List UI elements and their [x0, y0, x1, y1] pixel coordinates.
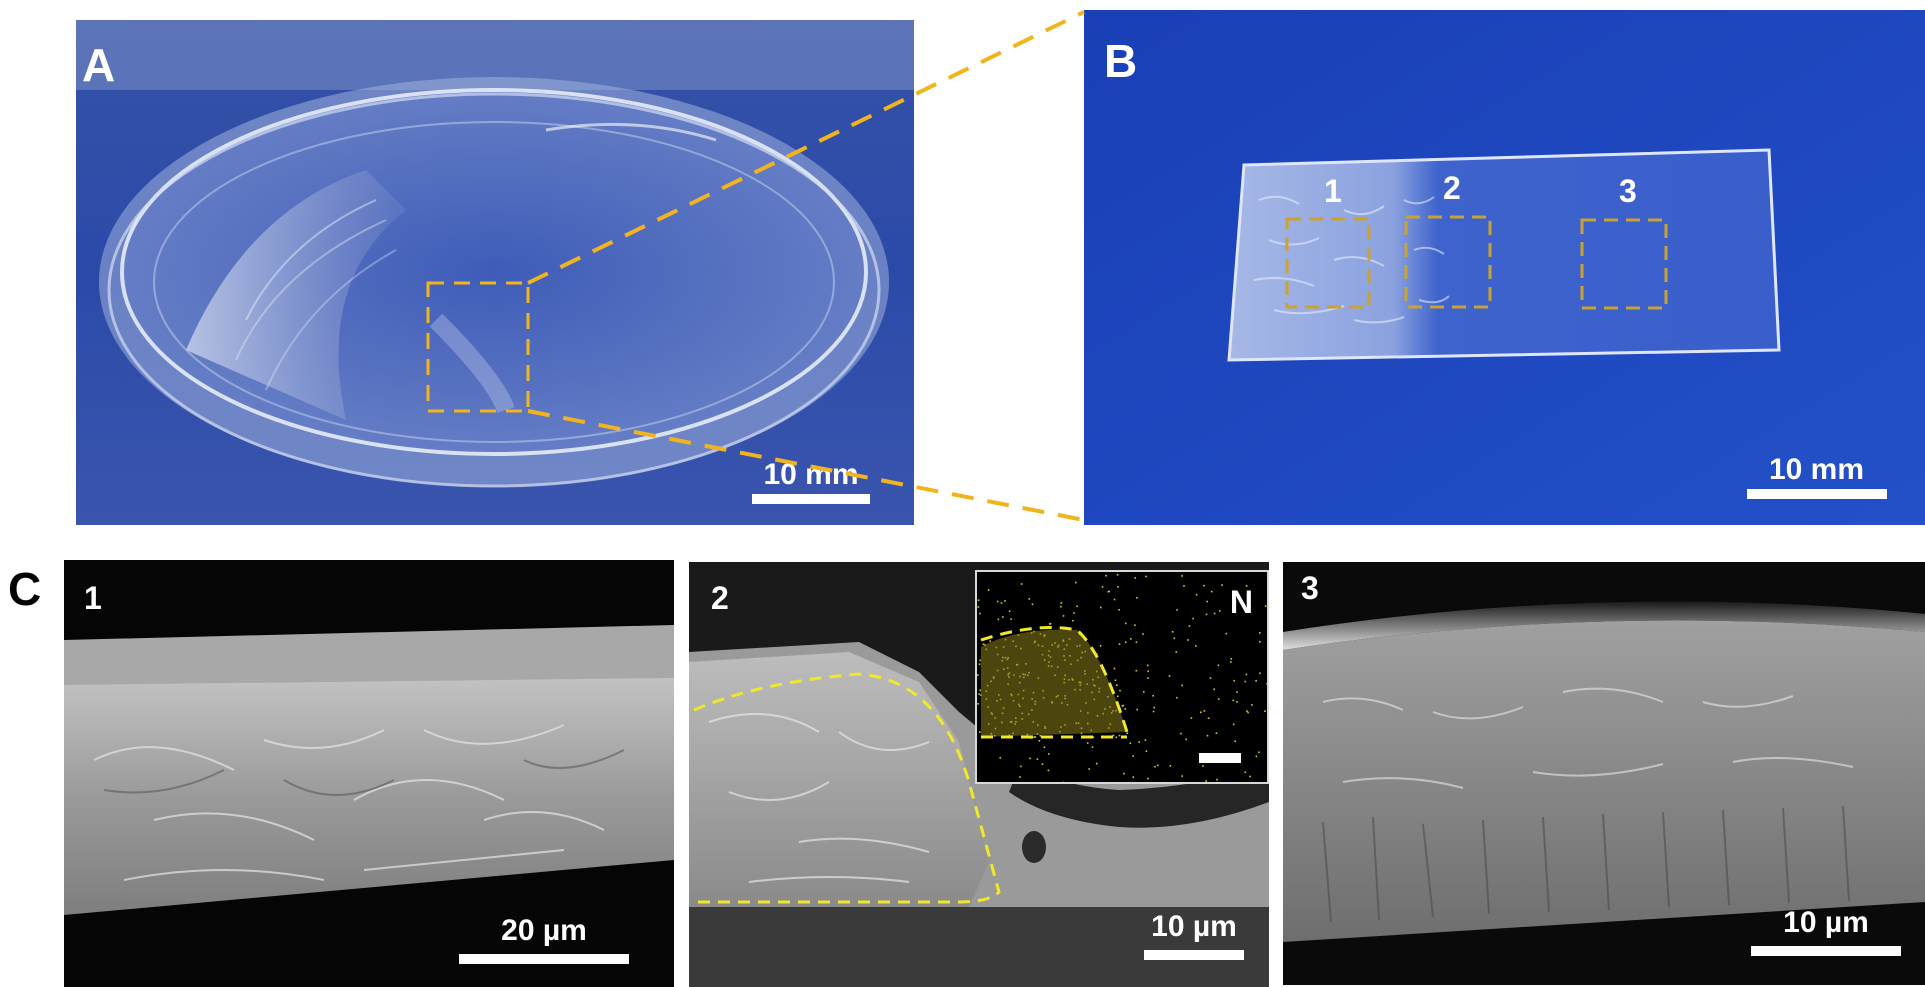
- sem-cross-section-1: [64, 560, 674, 987]
- panel-c3-sem: 3 10 µm: [1283, 562, 1925, 985]
- panel-c3-scale-bar: 10 µm: [1746, 908, 1906, 956]
- panel-a-scale-line: [752, 494, 870, 504]
- panel-c1-scale-line: [459, 954, 629, 964]
- panel-c3-scale-label: 10 µm: [1783, 906, 1869, 939]
- panel-b-photo: B 1 2 3 10 mm: [1084, 10, 1925, 525]
- panel-c2-scale-bar: 10 µm: [1139, 912, 1249, 960]
- panel-c1-scale-label: 20 µm: [501, 914, 587, 947]
- panel-c2-sem: 2 N 10 µm: [689, 562, 1269, 987]
- panel-b-label: B: [1104, 35, 1138, 87]
- panel-a-scale-label: 10 mm: [763, 458, 859, 491]
- sem-cross-section-3: [1283, 562, 1925, 985]
- panel-c2-scale-line: [1144, 950, 1244, 960]
- panel-a-photo: A 10 mm: [76, 20, 914, 525]
- panel-b-scale-label: 10 mm: [1768, 453, 1865, 486]
- panel-a-scale-bar: 10 mm: [751, 460, 871, 504]
- panel-c1-number: 1: [84, 580, 102, 616]
- petri-dish-photo: [76, 20, 914, 525]
- panel-c2-number: 2: [711, 580, 729, 616]
- panel-b-scale-bar: 10 mm: [1744, 455, 1889, 499]
- nitrogen-eds-map: [977, 572, 1267, 782]
- panel-c2-scale-label: 10 µm: [1151, 910, 1237, 943]
- panel-c-label: C: [8, 563, 42, 615]
- panel-c3-scale-line: [1751, 946, 1901, 956]
- panel-c1-sem: 1 20 µm: [64, 560, 674, 987]
- inset-scale-bar: [1199, 753, 1241, 763]
- panel-c1-scale-bar: 20 µm: [454, 916, 634, 964]
- panel-b-scale-line: [1746, 489, 1887, 499]
- region-2-number: 2: [1443, 170, 1461, 206]
- inset-element-label: N: [1229, 584, 1253, 620]
- panel-a-label: A: [82, 39, 116, 91]
- coated-slide-photo: [1084, 10, 1925, 525]
- inset-n-map: N: [975, 570, 1269, 784]
- region-1-number: 1: [1324, 173, 1342, 209]
- panel-c3-number: 3: [1301, 570, 1319, 606]
- region-3-number: 3: [1619, 173, 1637, 209]
